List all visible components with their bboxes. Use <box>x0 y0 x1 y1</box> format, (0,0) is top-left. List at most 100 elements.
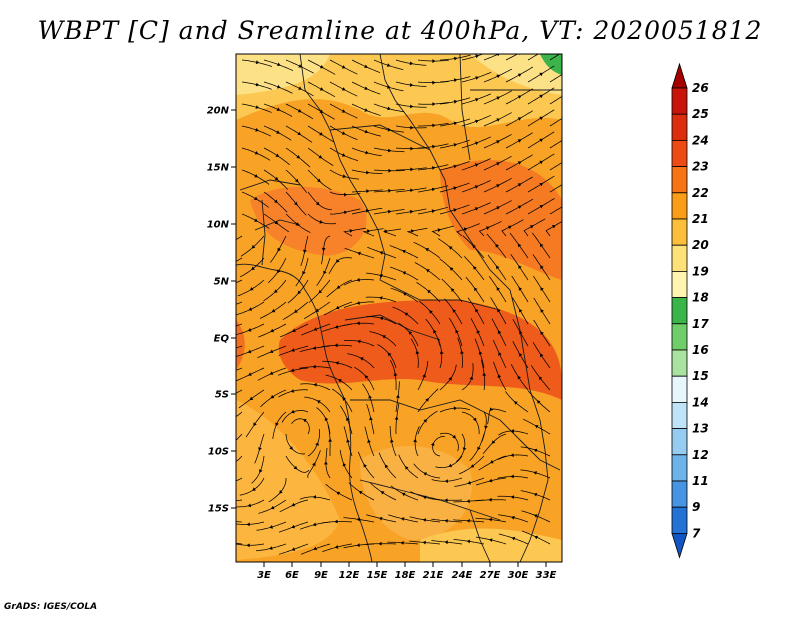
colorbar-segment <box>671 401 688 429</box>
streamline-arrowhead <box>448 246 453 250</box>
streamline-arrowhead <box>356 277 360 282</box>
streamline-arrowhead <box>539 138 543 143</box>
streamline-arrowhead <box>402 271 407 275</box>
streamline-arrowhead <box>277 247 281 252</box>
streamline-arrowhead <box>312 346 317 350</box>
streamline-arrowhead <box>365 209 370 213</box>
streamline-arrowhead <box>432 59 436 63</box>
streamline-arrowhead <box>475 308 479 313</box>
streamline-arrowhead <box>342 397 346 401</box>
streamline-arrowhead <box>294 178 299 183</box>
grads-credit: GrADS: IGES/COLA <box>4 602 98 612</box>
streamline-arrowhead <box>366 170 370 175</box>
streamline-arrowhead <box>540 265 544 270</box>
streamline-arrowhead <box>364 64 368 68</box>
streamline-arrowhead <box>336 259 340 263</box>
streamline-arrowhead <box>496 265 500 270</box>
streamline-arrowhead <box>489 407 494 412</box>
streamline-arrowhead <box>334 545 339 549</box>
streamline-arrowhead <box>453 164 457 169</box>
streamline-arrowhead <box>344 192 348 197</box>
streamline-arrowhead <box>518 352 523 357</box>
streamline-arrowhead <box>315 201 320 206</box>
streamline-arrowhead <box>303 419 307 423</box>
streamline-arrowhead <box>269 371 274 375</box>
streamline-arrowhead <box>251 266 255 270</box>
streamline-arrowhead <box>368 395 372 399</box>
streamline-arrowhead <box>378 516 383 521</box>
colorbar-label: 9 <box>692 500 700 514</box>
streamline-arrowhead <box>341 87 346 91</box>
streamline-arrowhead <box>318 155 323 159</box>
streamline-arrowhead <box>496 162 500 166</box>
streamline-arrowhead <box>517 375 521 380</box>
streamline-arrowhead <box>517 205 522 209</box>
streamline-arrowhead <box>530 225 534 229</box>
lon-tick-label: 27E <box>480 570 501 581</box>
streamline-arrowhead <box>225 371 229 375</box>
streamline-arrowhead <box>316 400 321 404</box>
streamline-arrowhead <box>356 517 361 522</box>
streamline-arrowhead <box>497 54 500 57</box>
streamline-arrowhead <box>313 383 317 387</box>
colorbar-segment <box>671 166 688 194</box>
streamline-arrowhead <box>384 464 389 469</box>
streamline-arrowhead <box>247 328 252 332</box>
streamline-arrowhead <box>508 225 512 230</box>
streamline-arrowhead <box>295 222 300 226</box>
streamline-arrowhead <box>367 439 371 443</box>
streamline-arrowhead <box>431 187 436 192</box>
streamline-arrowhead <box>444 519 448 523</box>
streamline-arrowhead <box>346 417 350 421</box>
streamline-arrowhead <box>474 185 479 189</box>
streamline-arrowhead <box>388 148 392 153</box>
streamline-arrowhead <box>312 462 316 467</box>
streamline-arrowhead <box>384 229 388 234</box>
streamline-arrowhead <box>511 536 516 541</box>
colorbar-segment <box>671 244 688 272</box>
colorbar-segment <box>671 113 688 141</box>
lat-tick-label: 20N <box>207 106 230 117</box>
streamline-arrowhead <box>313 546 317 551</box>
streamline-arrowhead <box>318 289 323 294</box>
lon-tick-label: 6E <box>285 570 299 581</box>
lon-tick-label: 3E <box>257 570 271 581</box>
streamline-arrowhead <box>517 161 522 165</box>
colorbar-label: 19 <box>692 264 709 278</box>
streamline-arrowhead <box>400 517 405 521</box>
streamline-arrowhead <box>410 229 415 233</box>
streamline <box>236 433 243 441</box>
streamline-arrowhead <box>453 208 457 212</box>
streamline-arrowhead <box>277 269 281 274</box>
lat-tick-label: 5S <box>215 390 229 401</box>
streamline-arrowhead <box>365 150 369 155</box>
streamline-arrowhead <box>394 416 399 420</box>
colorbar-segment <box>671 87 688 115</box>
streamline-arrowhead <box>519 330 523 335</box>
streamline-arrowhead <box>335 305 340 310</box>
colorbar-bottom-arrow <box>671 533 688 559</box>
streamline-arrowhead <box>540 287 544 291</box>
colorbar-label: 18 <box>692 291 709 305</box>
streamline-arrowhead <box>466 519 470 523</box>
lon-tick-label: 33E <box>536 570 557 581</box>
streamline-arrowhead <box>448 463 452 468</box>
streamline-arrowhead <box>475 98 479 102</box>
streamline <box>527 54 539 61</box>
streamline-arrowhead <box>225 498 228 502</box>
streamline-arrowhead <box>496 74 501 79</box>
streamline-arrowhead <box>452 434 456 439</box>
streamline-arrowhead <box>294 309 298 313</box>
streamline-arrowhead <box>334 325 339 329</box>
colorbar-label: 23 <box>692 160 709 174</box>
streamline-arrowhead <box>453 99 458 104</box>
streamline-arrowhead <box>341 153 346 157</box>
streamline-arrowhead <box>271 308 276 313</box>
streamline-arrowhead <box>379 316 384 321</box>
streamline-arrowhead <box>356 543 360 547</box>
streamline-arrowhead <box>467 480 471 485</box>
colorbar-label: 21 <box>692 212 709 226</box>
streamline-arrowhead <box>410 146 414 151</box>
streamline-arrowhead <box>388 188 392 193</box>
streamline-arrowhead <box>251 244 256 249</box>
